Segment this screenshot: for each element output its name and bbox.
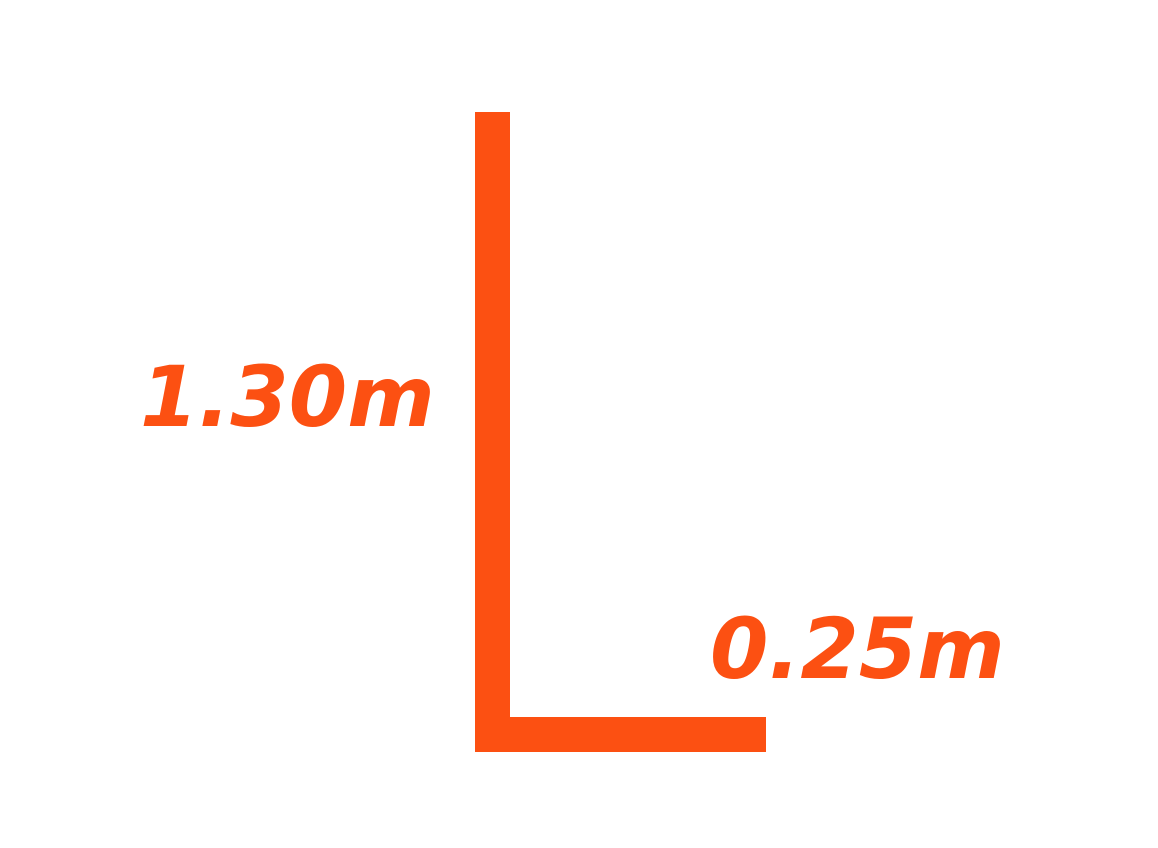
horizontal-leg — [475, 717, 766, 752]
width-dimension-label: 0.25m — [710, 600, 1005, 698]
vertical-leg — [475, 112, 510, 752]
height-dimension-label: 1.30m — [140, 348, 435, 446]
